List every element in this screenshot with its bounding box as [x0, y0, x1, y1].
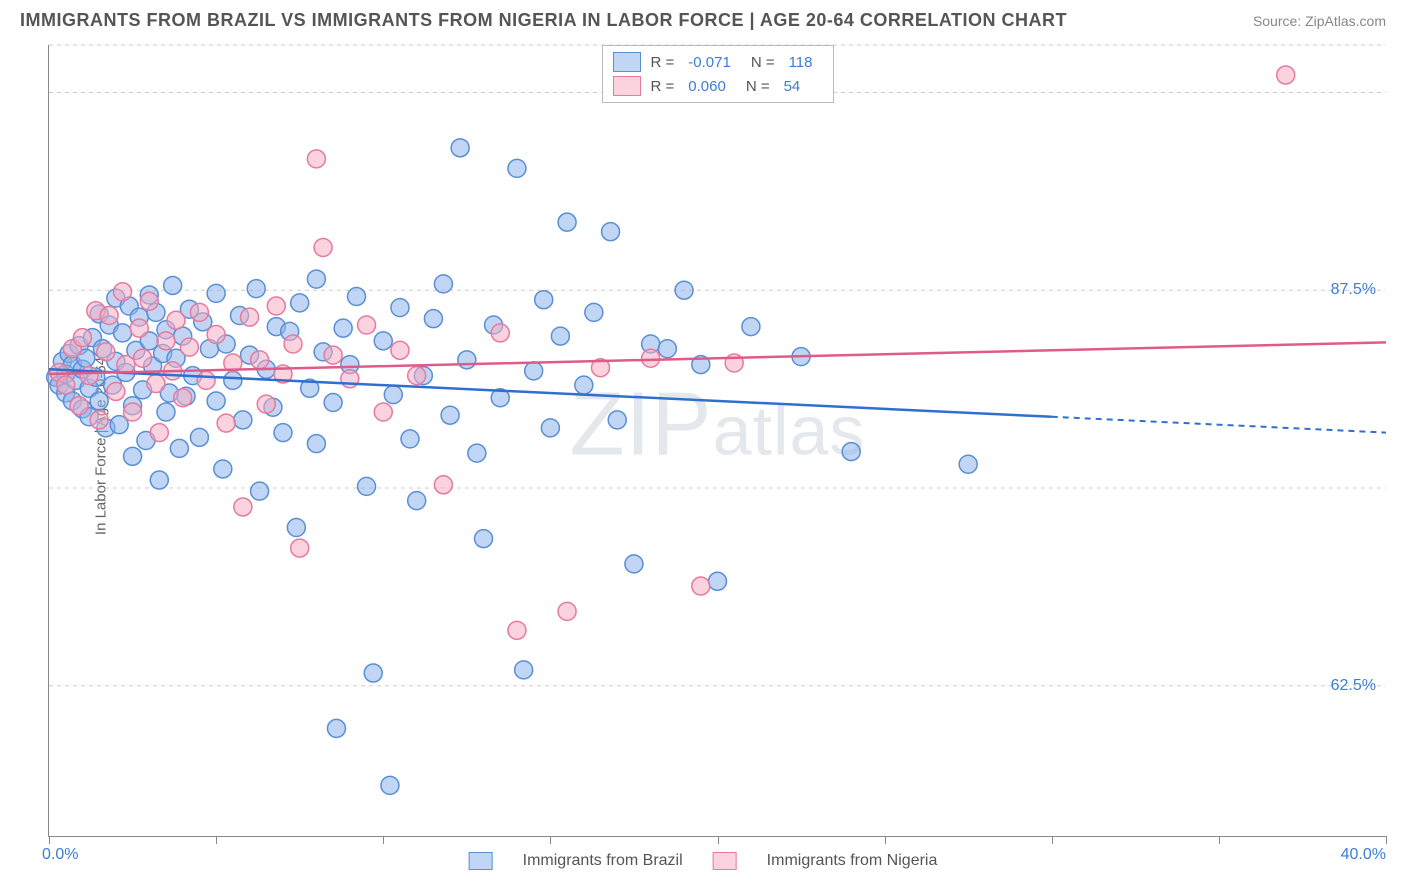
chart-title: IMMIGRANTS FROM BRAZIL VS IMMIGRANTS FRO… [20, 10, 1067, 31]
legend-label-nigeria: Immigrants from Nigeria [767, 852, 938, 870]
y-tick-label: 87.5% [1331, 281, 1376, 299]
x-tick-0: 0.0% [42, 846, 78, 864]
swatch-nigeria-bottom [713, 852, 737, 870]
x-tick-mark [1386, 836, 1387, 844]
x-tick-mark [718, 836, 719, 844]
n-label: N = [751, 54, 775, 71]
r-value-brazil: -0.071 [688, 54, 731, 71]
r-label: R = [651, 78, 675, 95]
source-attribution: Source: ZipAtlas.com [1253, 13, 1386, 29]
chart-plot-area: ZIPatlas R = -0.071 N = 118 R = 0.060 N … [48, 45, 1386, 837]
x-tick-mark [383, 836, 384, 844]
n-value-brazil: 118 [789, 54, 813, 71]
swatch-brazil [613, 52, 641, 72]
x-tick-mark [1052, 836, 1053, 844]
swatch-nigeria [613, 76, 641, 96]
n-value-nigeria: 54 [784, 78, 801, 95]
x-tick-40: 40.0% [1341, 846, 1386, 864]
y-tick-label: 62.5% [1331, 677, 1376, 695]
x-tick-mark [550, 836, 551, 844]
series-legend: Immigrants from Brazil Immigrants from N… [469, 852, 938, 870]
x-tick-mark [49, 836, 50, 844]
n-label: N = [746, 78, 770, 95]
scatter-svg [49, 45, 1386, 836]
x-tick-mark [1219, 836, 1220, 844]
r-label: R = [651, 54, 675, 71]
legend-row-brazil: R = -0.071 N = 118 [613, 50, 823, 74]
r-value-nigeria: 0.060 [688, 78, 726, 95]
correlation-legend: R = -0.071 N = 118 R = 0.060 N = 54 [602, 45, 834, 103]
legend-row-nigeria: R = 0.060 N = 54 [613, 74, 823, 98]
x-tick-mark [885, 836, 886, 844]
x-tick-mark [216, 836, 217, 844]
legend-label-brazil: Immigrants from Brazil [523, 852, 683, 870]
swatch-brazil-bottom [469, 852, 493, 870]
